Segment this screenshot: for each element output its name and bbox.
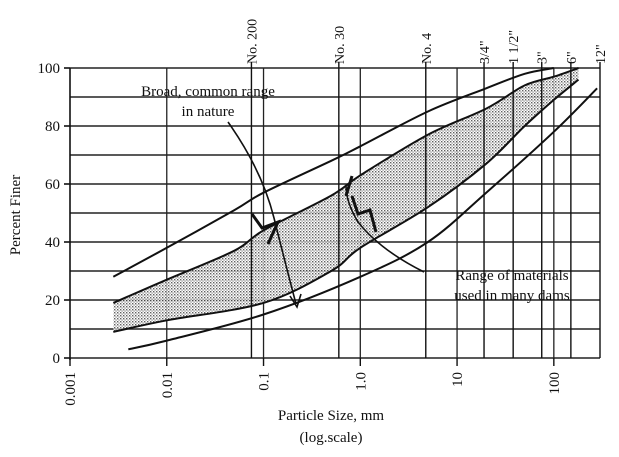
sieve-label: 1 1/2" — [507, 30, 522, 64]
annotation-dam-range-line2: used in many dams — [454, 288, 570, 304]
annotation-dam-range: Range of materials — [455, 268, 568, 284]
y-tick-label: 40 — [45, 235, 60, 251]
y-axis-title: Percent Finer — [8, 175, 24, 255]
sieve-size-ticks: No. 200 No. 30 No. 4 3/4" 1 1/2" 3" 6" 12" — [245, 19, 609, 358]
x-tick-label: 0.01 — [160, 372, 176, 398]
x-tick-label: 100 — [547, 372, 563, 395]
dam-range-shading — [113, 68, 579, 332]
x-tick-label: 0.001 — [63, 372, 79, 406]
annotation-broad-range: Broad, common range — [141, 84, 275, 100]
x-tick-label: 10 — [450, 372, 466, 387]
x-axis-scale-note: (log.scale) — [300, 430, 363, 446]
x-tick-label: 1.0 — [353, 372, 369, 391]
y-axis-ticks: 0 20 40 60 80 100 — [38, 61, 70, 367]
marker-dam-range — [350, 195, 378, 233]
leader-dam-range — [345, 185, 425, 273]
marker-dam-range-top — [344, 175, 354, 197]
annotations: Broad, common range in nature Range of mat… — [141, 84, 570, 309]
sieve-label: 12" — [594, 44, 609, 64]
sieve-label: No. 4 — [420, 33, 435, 64]
annotation-broad-range-line2: in nature — [182, 104, 235, 120]
broad-range-upper-curve — [112, 67, 555, 278]
sieve-label: 6" — [565, 51, 580, 64]
leader-broad-range — [227, 121, 297, 305]
sieve-label: No. 200 — [245, 19, 260, 64]
x-axis-ticks: 0.001 0.01 0.1 1.0 10 100 — [63, 358, 563, 406]
y-tick-label: 20 — [45, 293, 60, 309]
dam-range-lower-curve — [113, 78, 580, 333]
y-tick-label: 60 — [45, 177, 60, 193]
broad-range-lower-curve — [128, 87, 598, 351]
dam-range-upper-curve — [112, 67, 579, 304]
x-axis-title: Particle Size, mm — [278, 408, 385, 424]
y-tick-label: 80 — [45, 119, 60, 135]
sieve-label: 3" — [536, 51, 551, 64]
arrowhead-broad-range — [289, 293, 302, 309]
y-tick-label: 100 — [38, 61, 61, 77]
y-tick-label: 0 — [53, 351, 61, 367]
x-tick-label: 0.1 — [257, 372, 273, 391]
gradation-bands — [112, 67, 598, 351]
sieve-label: No. 30 — [333, 26, 348, 64]
marker-broad-range — [250, 213, 281, 245]
sieve-label: 3/4" — [478, 40, 493, 64]
